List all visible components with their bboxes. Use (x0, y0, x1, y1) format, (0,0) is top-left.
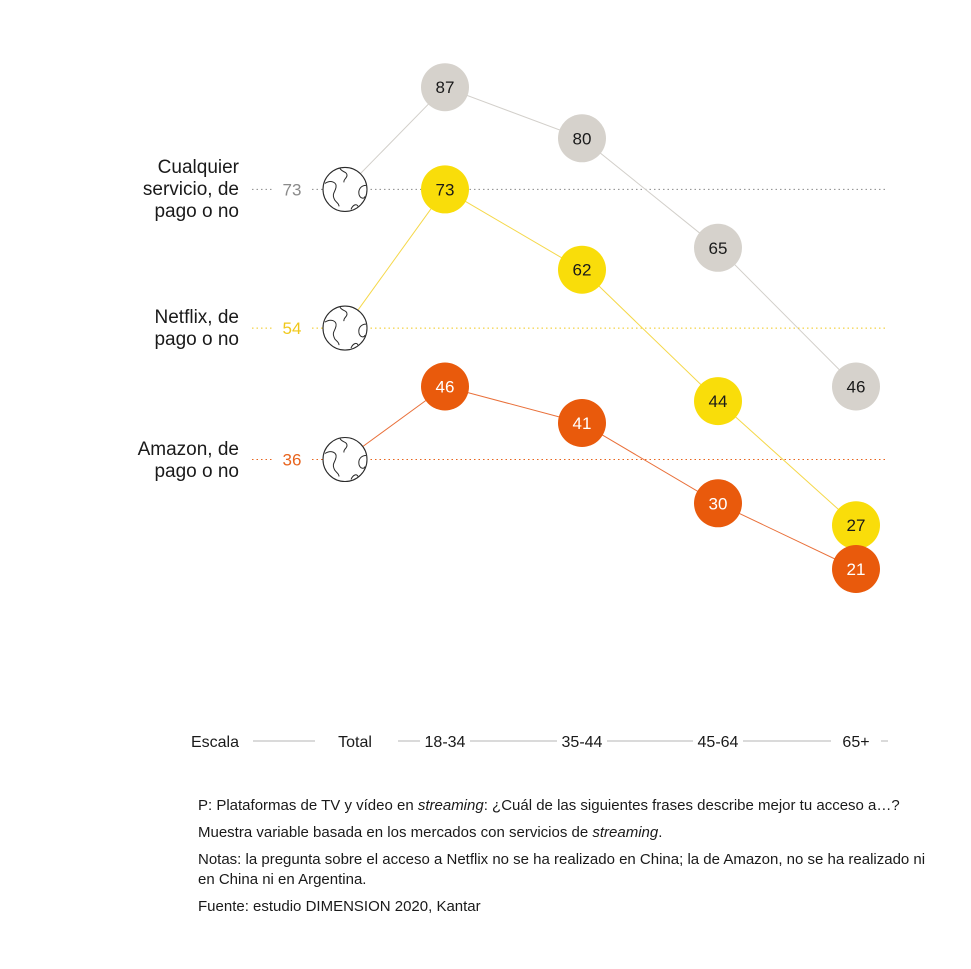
series-label-line: Amazon, de (137, 438, 239, 460)
globe-icon (322, 436, 368, 483)
series-label-line: Cualquier (157, 157, 239, 179)
axis-label-background (557, 731, 607, 751)
source-note: Fuente: estudio DIMENSION 2020, Kantar (198, 898, 481, 915)
globe-icon (322, 305, 368, 351)
data-label: 46 (847, 378, 866, 397)
data-label: 30 (709, 494, 728, 513)
series-label: Cualquier servicio, de pago o no (143, 157, 239, 223)
chart: Escala Total 18-34 35-44 45-64 65+ 73 87 80 65 46 5… (191, 63, 888, 751)
data-label: 87 (436, 78, 455, 97)
globe-icon (322, 166, 368, 212)
notes-text: Notas: la pregunta sobre el acceso a Net… (198, 851, 926, 888)
data-point (832, 501, 880, 550)
series-label-line: pago o no (154, 460, 239, 482)
data-label: 41 (573, 414, 592, 433)
x-tick-label: 65+ (842, 734, 869, 751)
data-point (694, 479, 742, 528)
axis-label-background (831, 731, 881, 751)
series-label-line: Netflix, de (154, 307, 239, 329)
total-value-label: 73 (283, 180, 302, 199)
question-note: P: Plataformas de TV y vídeo en streamin… (198, 797, 900, 814)
data-point (558, 114, 606, 163)
data-point (558, 245, 606, 294)
data-label: 21 (847, 560, 866, 579)
axis-label-background (420, 731, 470, 751)
data-label: 46 (436, 378, 455, 397)
axis-label-background (693, 731, 743, 751)
data-label: 73 (436, 180, 455, 199)
data-point (832, 545, 880, 593)
data-point (421, 63, 469, 112)
series-label-line: pago o no (154, 329, 239, 351)
series-label: Amazon, de pago o no (138, 439, 239, 483)
data-label: 44 (709, 392, 728, 411)
total-value-label: 54 (283, 319, 302, 338)
axis-scale-label: Escala (191, 734, 239, 751)
data-label: 27 (847, 516, 866, 535)
data-point (832, 362, 880, 411)
series-label-line: servicio, de (142, 179, 239, 201)
series-label: Netflix, de pago o no (154, 307, 239, 351)
data-label: 80 (573, 129, 592, 148)
sample-note: Muestra variable basada en los mercados … (198, 824, 663, 841)
data-label: 62 (573, 261, 592, 280)
chart-notes: P: Plataformas de TV y vídeo en streamin… (198, 796, 928, 924)
data-point (558, 399, 606, 447)
series-line (344, 188, 857, 526)
data-point (421, 165, 469, 214)
axis-total-label: Total (338, 734, 372, 751)
series-label-line: pago o no (154, 201, 239, 223)
x-tick-label: 45-64 (698, 734, 739, 751)
data-point (421, 362, 469, 411)
x-tick-label: 18-34 (425, 734, 466, 751)
data-point (694, 223, 742, 272)
total-value-label: 36 (283, 451, 302, 470)
data-point (694, 377, 742, 426)
x-tick-label: 35-44 (562, 734, 603, 751)
data-label: 65 (709, 239, 728, 258)
